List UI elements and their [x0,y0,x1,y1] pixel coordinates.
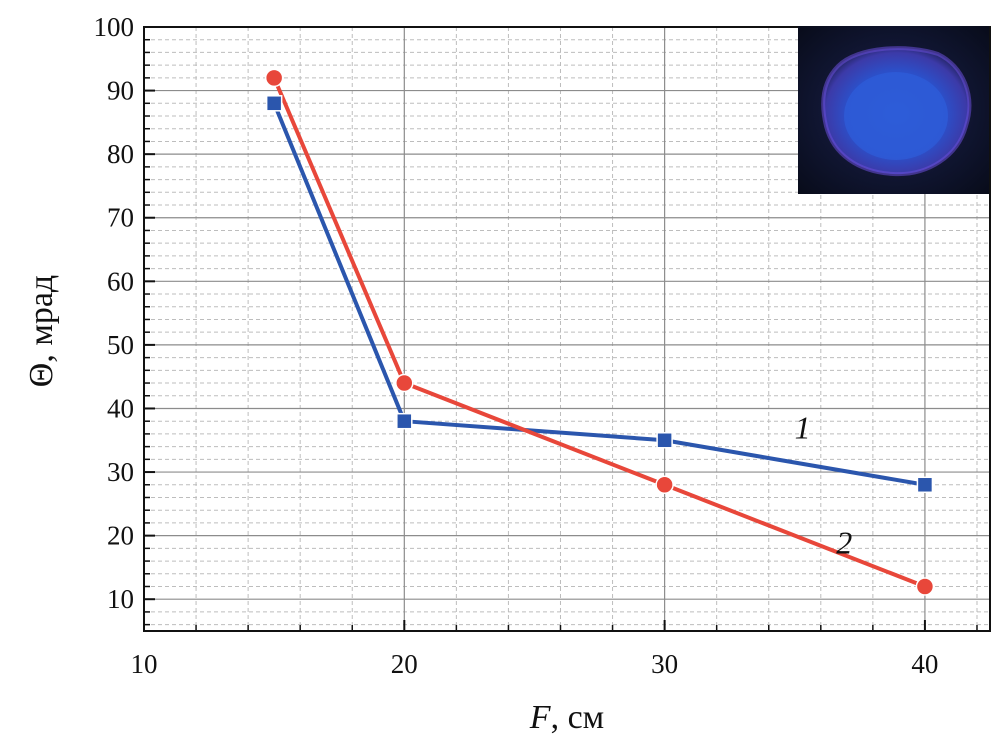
y-tick-label: 30 [107,457,134,487]
series-labels: 12 [795,409,853,560]
y-tick-label: 100 [94,12,135,42]
series-2-point [395,373,414,393]
y-tick-label: 20 [107,521,134,551]
series-2-line [272,77,926,589]
series-2-point [264,68,284,88]
series-lines [272,77,926,589]
y-axis-title: Θ, мрад [23,275,60,387]
x-axis-title: F, см [529,699,604,736]
y-tick-label: 80 [107,139,134,169]
blue-beam-spot-photo [798,26,989,194]
x-tick-label: 10 [131,649,158,679]
series-1-point [656,432,673,449]
x-axis-title-variable: F [529,699,552,736]
x-tick-label: 20 [391,649,418,679]
x-axis-title-unit: , см [551,699,605,736]
y-tick-label: 70 [107,203,134,233]
series-1-point [916,476,934,494]
series-2-point [655,475,674,495]
y-tick-label: 90 [107,76,134,106]
tick-labels: 10 20 30 40 10 20 30 40 50 60 70 80 90 100 [94,12,939,679]
y-tick-label: 50 [107,330,134,360]
y-tick-label: 40 [107,393,134,423]
series-1-line [272,102,926,487]
y-tick-label: 60 [107,266,134,296]
x-tick-label: 30 [651,649,678,679]
series-2-point [915,577,935,596]
x-tick-label: 40 [911,649,938,679]
series-1-label: 1 [795,409,811,445]
series-1-point [396,412,413,430]
y-tick-label: 10 [107,584,134,614]
minor-grid [144,27,990,631]
axis-ticks [143,26,978,631]
series-markers [264,68,935,596]
series-1-point [265,95,283,112]
series-2-label: 2 [836,524,852,560]
plot-frame [143,26,991,632]
